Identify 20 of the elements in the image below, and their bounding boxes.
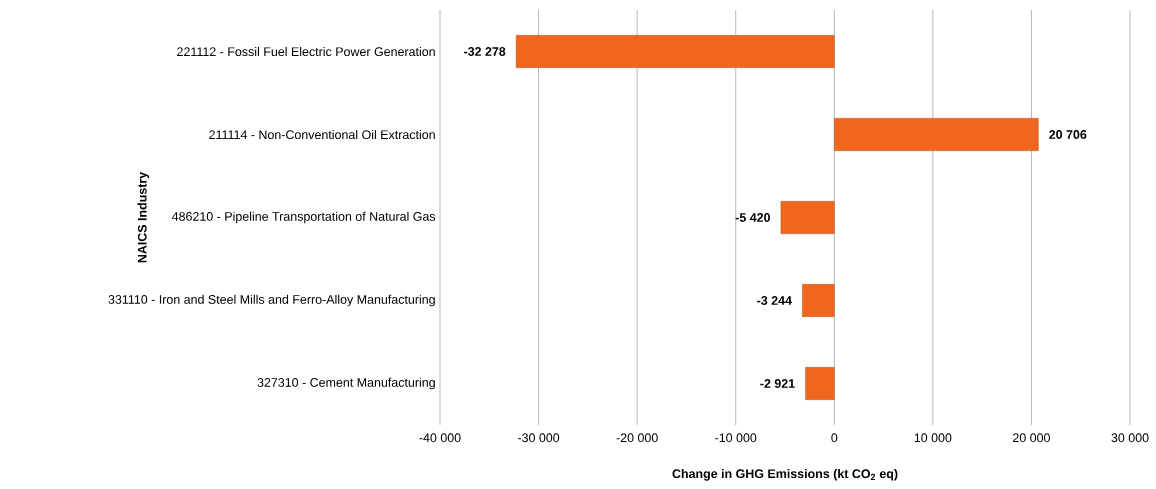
data-label: -2 921 <box>760 379 795 388</box>
x-tick-label: 30 000 <box>1111 433 1149 443</box>
x-tick-label: -40 000 <box>419 433 461 443</box>
text: Change in GHG Emissions (kt CO$_{2}$ eq) <box>672 468 898 481</box>
y-tick-label: 331110 - Iron and Steel Mills and Ferro-Alloy Manufacturing <box>108 294 435 307</box>
y-axis-title: NAICS Industry <box>137 171 150 263</box>
x-tick-label: -10 000 <box>715 433 757 443</box>
x-tick-label: 0 <box>831 433 838 443</box>
y-tick-label: 486210 - Pipeline Transportation of Natural Gas <box>171 211 436 224</box>
data-label: 20 706 <box>1049 130 1087 139</box>
x-tick-label: -20 000 <box>616 433 658 443</box>
y-tick-label: 221112 - Fossil Fuel Electric Power Generation <box>177 46 435 57</box>
y-tick-label: 327310 - Cement Manufacturing <box>257 377 435 390</box>
x-tick-label: 10 000 <box>914 433 952 443</box>
y-tick-label: 211114 - Non-Conventional Oil Extraction <box>209 129 435 140</box>
x-tick-label: 20 000 <box>1013 433 1050 443</box>
data-label: -32 278 <box>464 47 506 56</box>
data-label: -3 244 <box>757 296 792 305</box>
data-label: -5 420 <box>735 213 770 222</box>
x-tick-label: -30 000 <box>518 433 560 443</box>
